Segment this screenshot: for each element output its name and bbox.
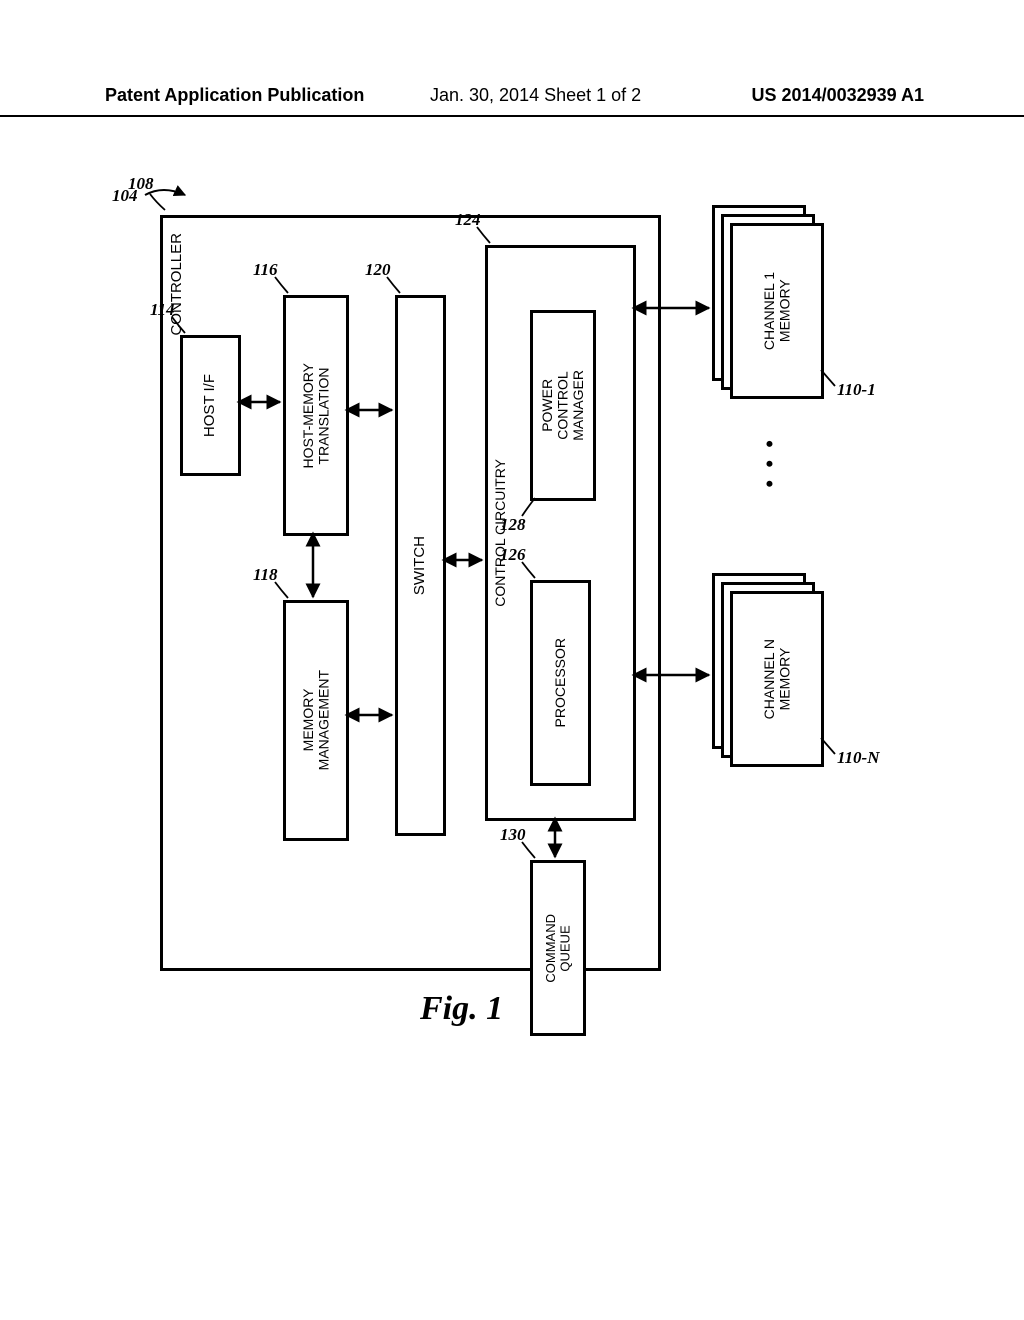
channeln-label: CHANNEL N MEMORY bbox=[762, 639, 793, 719]
ref-126: 126 bbox=[500, 545, 526, 565]
figure-label: Fig. 1 bbox=[420, 990, 503, 1028]
ref-110-1: 110-1 bbox=[837, 380, 876, 400]
processor-box: PROCESSOR bbox=[530, 580, 591, 786]
switch-box: SWITCH bbox=[395, 295, 446, 836]
ref-128: 128 bbox=[500, 515, 526, 535]
host-if-label: HOST I/F bbox=[202, 374, 219, 437]
switch-label: SWITCH bbox=[412, 536, 429, 595]
host-mem-trans-label: HOST-MEMORY TRANSLATION bbox=[301, 363, 332, 469]
channel1-label: CHANNEL 1 MEMORY bbox=[762, 272, 793, 350]
ref-124: 124 bbox=[455, 210, 481, 230]
host-mem-trans-box: HOST-MEMORY TRANSLATION bbox=[283, 295, 349, 536]
ref-130: 130 bbox=[500, 825, 526, 845]
header-left: Patent Application Publication bbox=[105, 85, 364, 106]
channel-ellipsis: • • • bbox=[758, 440, 782, 494]
power-ctrl-mgr-box: POWER CONTROL MANAGER bbox=[530, 310, 596, 501]
ref-114: 114 bbox=[150, 300, 175, 320]
header-right: US 2014/0032939 A1 bbox=[752, 85, 924, 106]
ref-118: 118 bbox=[253, 565, 278, 585]
command-queue-label: COMMAND QUEUE bbox=[544, 914, 573, 983]
ref-110-n: 110-N bbox=[837, 748, 880, 768]
mem-mgmt-label: MEMORY MANAGEMENT bbox=[301, 670, 332, 770]
controller-label: CONTROLLER bbox=[169, 233, 186, 336]
ref-108: 108 bbox=[128, 174, 154, 194]
mem-mgmt-box: MEMORY MANAGEMENT bbox=[283, 600, 349, 841]
ref-116: 116 bbox=[253, 260, 278, 280]
power-ctrl-mgr-label: POWER CONTROL MANAGER bbox=[540, 370, 586, 441]
block-diagram: CONTROLLER HOST I/F HOST-MEMORY TRANSLAT… bbox=[130, 180, 900, 1100]
page-header: Patent Application Publication Jan. 30, … bbox=[0, 85, 1024, 117]
page: Patent Application Publication Jan. 30, … bbox=[0, 0, 1024, 1320]
processor-label: PROCESSOR bbox=[553, 638, 568, 727]
command-queue-box: COMMAND QUEUE bbox=[530, 860, 586, 1036]
channel1-box: CHANNEL 1 MEMORY bbox=[730, 223, 824, 399]
host-if-box: HOST I/F bbox=[180, 335, 241, 476]
channeln-box: CHANNEL N MEMORY bbox=[730, 591, 824, 767]
header-center: Jan. 30, 2014 Sheet 1 of 2 bbox=[430, 85, 641, 106]
ref-120: 120 bbox=[365, 260, 391, 280]
